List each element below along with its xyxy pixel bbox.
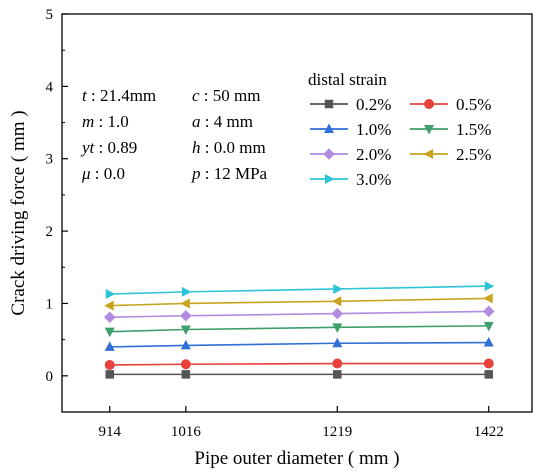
series-line-2.0% (109, 310, 489, 319)
y-tick-label-3: 3 (46, 152, 54, 168)
legend-item-1.0%: 1.0% (310, 120, 391, 139)
data-point-3.0%-1016 (181, 286, 192, 297)
legend-item-0.5%: 0.5% (410, 95, 491, 114)
y-tick-label-1: 1 (46, 296, 54, 312)
legend-label: 0.2% (356, 95, 391, 114)
x-axis-label: Pipe outer diameter ( mm ) (194, 448, 399, 469)
parameter-1: c : 50 mm (192, 86, 260, 105)
legend-item-2.0%: 2.0% (310, 145, 391, 164)
data-point-2.0%-914 (103, 311, 116, 323)
legend: 0.2% 0.5% 1.0% 1.5% 2.0% 2.5% 3.0% (310, 95, 491, 189)
data-point-1.0%-1422 (483, 337, 494, 347)
y-tick-label-0: 0 (46, 369, 54, 385)
series-1.5% (104, 321, 494, 338)
x-tick-label-1016: 1016 (171, 424, 202, 440)
series-line-1.0% (109, 341, 489, 348)
data-point-2.0%-1422 (482, 305, 495, 318)
legend-label: 0.5% (456, 95, 491, 114)
parameter-5: h : 0.0 mm (192, 138, 266, 157)
data-point-3.0%-914 (105, 289, 116, 300)
y-tick-label-4: 4 (46, 79, 54, 95)
data-point-3.0%-1422 (484, 281, 495, 292)
data-point-0.2%-1016 (181, 370, 191, 379)
legend-label: 2.0% (356, 145, 391, 164)
legend-marker (324, 123, 334, 133)
legend-marker (323, 148, 335, 160)
y-tick-label-5: 5 (46, 7, 54, 23)
data-point-1.0%-914 (104, 341, 115, 351)
data-point-1.5%-1219 (332, 323, 343, 333)
data-point-1.0%-1016 (180, 339, 191, 350)
series-1.0% (104, 337, 494, 351)
parameter-7: p : 12 MPa (191, 164, 268, 183)
x-tick-label-1422: 1422 (474, 424, 504, 440)
data-point-1.0%-1219 (332, 337, 343, 348)
parameter-0: t : 21.4mm (82, 86, 156, 105)
legend-marker (424, 125, 434, 135)
series-0.2% (105, 370, 493, 379)
x-tick-label-914: 914 (98, 424, 121, 440)
parameter-4: yt : 0.89 (80, 138, 137, 157)
parameter-3: a : 4 mm (192, 112, 253, 131)
data-point-0.2%-1422 (484, 370, 493, 379)
data-point-0.2%-914 (105, 370, 114, 379)
data-point-2.5%-1422 (483, 293, 493, 304)
legend-item-1.5%: 1.5% (410, 120, 491, 139)
legend-label: 1.0% (356, 120, 391, 139)
legend-marker (325, 174, 335, 184)
series-line-3.0% (109, 285, 489, 295)
data-point-2.5%-914 (104, 300, 114, 311)
data-point-2.5%-1016 (180, 298, 190, 309)
data-point-3.0%-1219 (333, 283, 343, 294)
legend-marker (424, 99, 434, 109)
legend-item-2.5%: 2.5% (410, 145, 491, 164)
series-line-0.5% (109, 362, 489, 366)
parameter-2: m : 1.0 (82, 112, 129, 131)
legend-item-0.2%: 0.2% (310, 95, 391, 114)
data-point-0.5%-1016 (180, 359, 191, 370)
data-point-2.5%-1219 (331, 296, 342, 307)
data-point-2.0%-1016 (180, 310, 192, 322)
legend-marker (324, 99, 334, 109)
legend-marker (423, 149, 433, 159)
series-line-2.5% (109, 297, 489, 307)
y-axis-label: Crack driving force ( mm ) (8, 110, 29, 315)
plot-frame (61, 13, 533, 413)
data-point-0.5%-1219 (332, 358, 343, 369)
y-tick-label-2: 2 (46, 224, 54, 240)
data-point-1.5%-1016 (180, 325, 191, 336)
series-0.5% (104, 358, 494, 370)
series-layer (103, 281, 495, 379)
data-point-1.5%-1422 (483, 321, 494, 332)
parameter-6: μ : 0.0 (81, 164, 125, 183)
legend-label: 1.5% (456, 120, 491, 139)
series-line-1.5% (109, 325, 489, 333)
legend-item-3.0%: 3.0% (310, 170, 391, 189)
series-2.0% (103, 305, 495, 323)
data-point-0.2%-1219 (333, 370, 342, 379)
y-axis: 0 1 2 3 4 5 (46, 7, 68, 385)
legend-title: distal strain (308, 70, 387, 89)
x-tick-label-1219: 1219 (322, 424, 352, 440)
legend-label: 3.0% (356, 170, 391, 189)
data-point-0.5%-914 (104, 359, 115, 370)
data-point-0.5%-1422 (483, 358, 494, 369)
parameters-block: t : 21.4mm c : 50 mm m : 1.0 a : 4 mm yt : 0… (80, 86, 268, 183)
series-3.0% (105, 281, 495, 300)
x-axis: 914 1016 1219 1422 (98, 406, 504, 440)
data-point-1.5%-914 (104, 327, 115, 338)
series-2.5% (104, 293, 493, 311)
legend-label: 2.5% (456, 145, 491, 164)
data-point-2.0%-1219 (331, 307, 344, 320)
